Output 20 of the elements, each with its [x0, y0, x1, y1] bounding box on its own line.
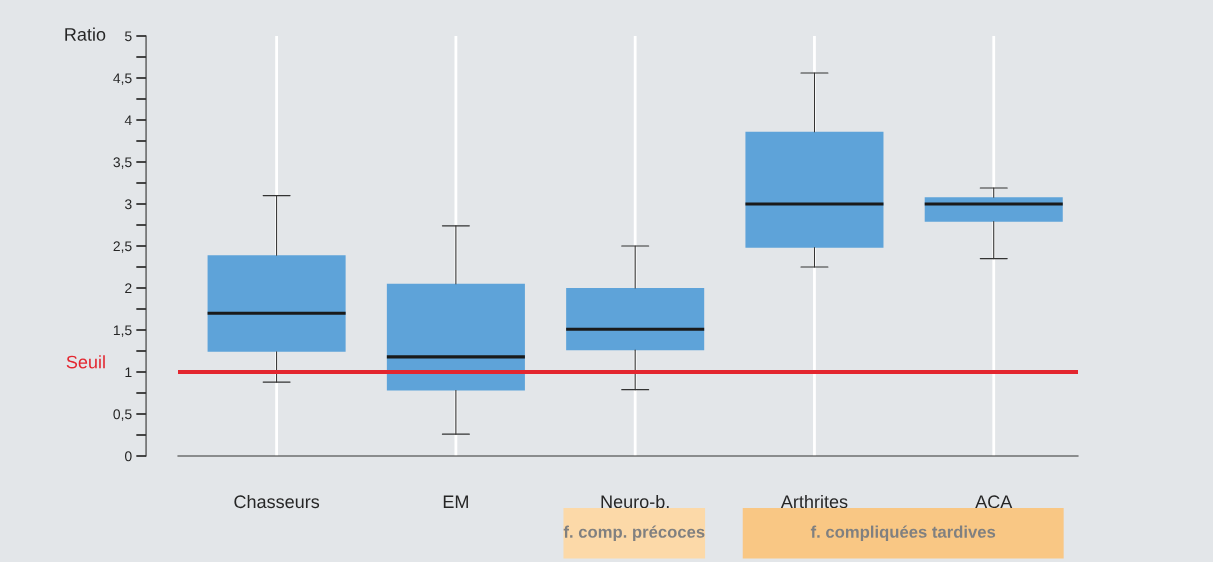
- text: f. comp. précoces: [563, 525, 705, 542]
- ref-line-label: Seuil: [66, 355, 105, 369]
- y-axis-title: Ratio: [65, 27, 106, 41]
- x-tick-label: Neuro-b.: [601, 494, 669, 509]
- y-tick-label: 3: [124, 199, 132, 210]
- x-tick-label: Chasseurs: [234, 494, 320, 509]
- y-tick-label: 0: [124, 451, 132, 462]
- text: f. compliquées tardives: [810, 525, 996, 542]
- y-tick-label: 4: [124, 115, 132, 126]
- x-tick-label: EM: [443, 495, 468, 508]
- y-tick-label: 0,5: [113, 409, 132, 421]
- y-tick-label: 2: [125, 283, 132, 294]
- y-tick-label: 5: [125, 31, 132, 42]
- x-tick-label: ACA: [975, 495, 1013, 509]
- y-tick-label: 3,5: [113, 157, 132, 169]
- x-tick-label: Arthrites: [780, 494, 848, 509]
- y-tick-label: 1,5: [113, 325, 132, 337]
- y-tick-label: 1: [125, 367, 132, 378]
- y-tick-label: 4,5: [113, 73, 132, 85]
- y-tick-label: 2,5: [113, 241, 132, 253]
